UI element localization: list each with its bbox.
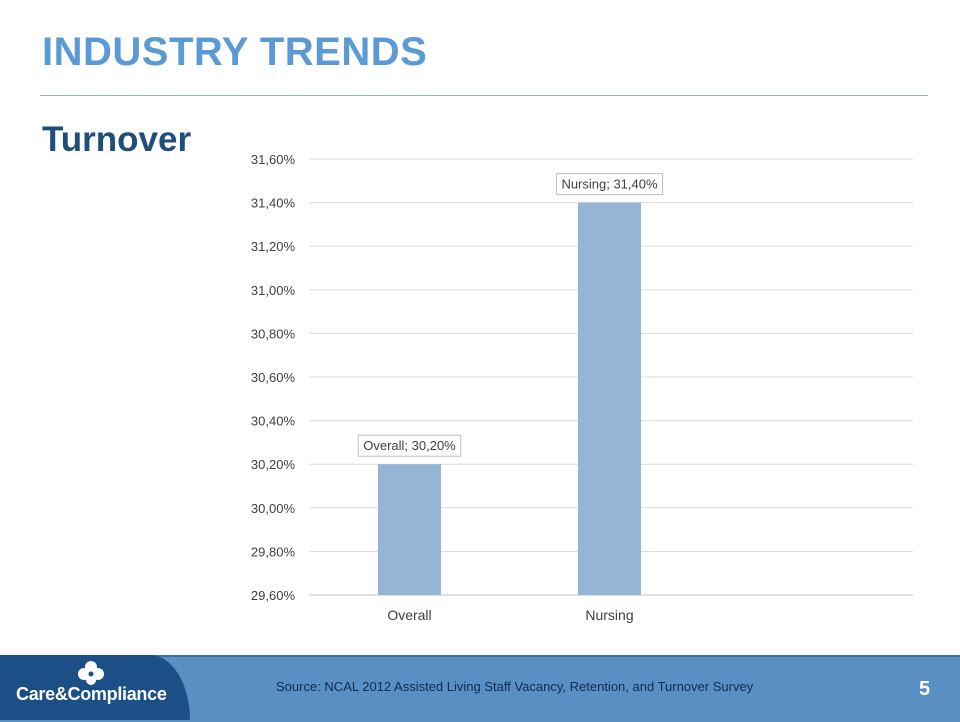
page-number: 5 — [919, 678, 931, 700]
bar-nursing — [578, 202, 641, 595]
data-label-nursing: Nursing; 31,40% — [555, 173, 664, 196]
bar-overall — [378, 464, 441, 595]
y-tick-label: 31,40% — [251, 196, 296, 211]
x-tick-label-overall: Overall — [387, 607, 431, 623]
data-label-text: Overall; 30,20% — [363, 438, 456, 453]
bar-chart: 29,60% 29,80% 30,00% 30,20% 30,40% 30,60% 30,8… — [251, 152, 913, 623]
x-axis-ticks: Overall Nursing — [387, 607, 633, 623]
bars — [378, 202, 641, 595]
x-tick-label-nursing: Nursing — [585, 607, 633, 623]
data-label-box — [555, 173, 664, 196]
clover-flower-icon — [78, 661, 104, 685]
title-divider — [40, 95, 928, 96]
y-tick-label: 30,40% — [251, 414, 296, 429]
source-citation: Source: NCAL 2012 Assisted Living Staff … — [276, 679, 754, 694]
y-tick-label: 30,00% — [251, 501, 296, 516]
slide-title: INDUSTRY TRENDS — [42, 30, 428, 74]
y-tick-label: 30,60% — [251, 370, 296, 385]
y-tick-label: 31,60% — [251, 152, 296, 167]
y-tick-label: 29,80% — [251, 544, 296, 559]
y-tick-label: 31,00% — [251, 283, 296, 298]
data-labels: Overall; 30,20% Nursing; 31,40% — [357, 173, 664, 457]
y-tick-label: 29,60% — [251, 588, 296, 603]
y-tick-label: 30,80% — [251, 326, 296, 341]
y-tick-label: 30,20% — [251, 457, 296, 472]
logo-text: Care&Compliance — [16, 684, 167, 704]
slide-subtitle: Turnover — [42, 120, 192, 159]
data-label-overall: Overall; 30,20% — [357, 434, 462, 457]
data-label-box — [357, 434, 462, 457]
y-axis-ticks: 29,60% 29,80% 30,00% 30,20% 30,40% 30,60% 30,8… — [251, 152, 296, 603]
data-label-text: Nursing; 31,40% — [561, 177, 658, 192]
y-tick-label: 31,20% — [251, 239, 296, 254]
